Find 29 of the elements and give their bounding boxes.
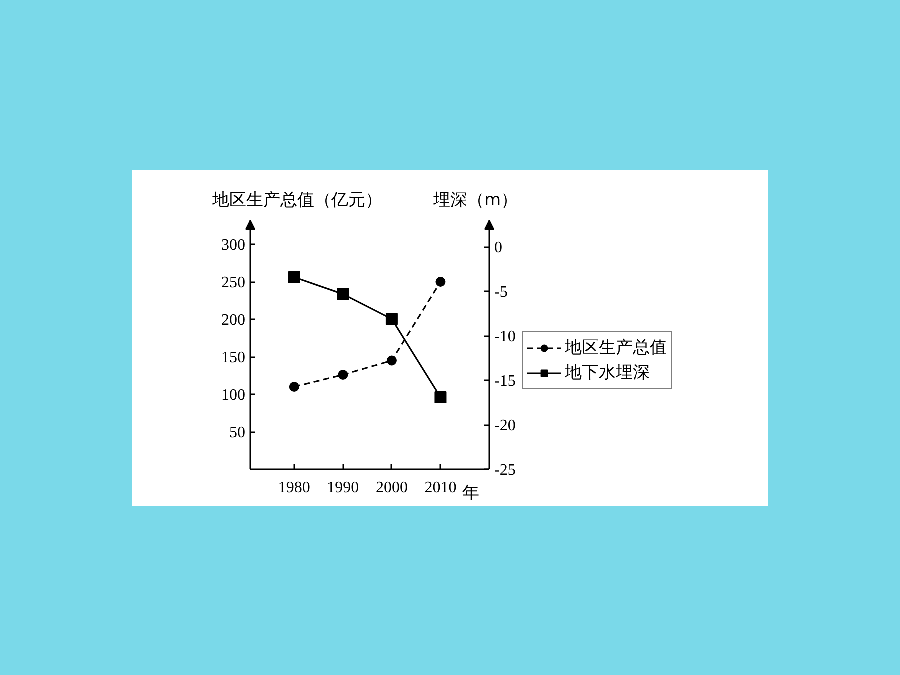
y2-tick-label: -5 [494,284,508,302]
legend-label: 地下水埋深 [565,362,650,384]
y-tick-label: 200 [222,312,246,329]
y2-axis-title: 埋深（m） [432,190,518,210]
legend-label: 地区生产总值 [565,337,667,359]
y2-tick-label: 0 [494,240,502,257]
point [289,382,300,392]
point [434,391,447,404]
x-tick-label: 2000 [376,480,408,496]
y-tick-label: 250 [222,274,246,292]
y-tick-label: 150 [222,350,246,366]
y2-tick-label: -10 [494,328,516,346]
y-tick-label: 50 [230,424,246,442]
point [338,370,348,380]
y-tick-label: 100 [222,387,246,404]
y2-tick-label: -20 [494,418,516,435]
point [436,277,446,287]
y2-tick-label: -15 [494,373,516,390]
x-tick-label: 1980 [278,480,310,496]
point [337,288,350,300]
point [386,356,397,366]
y-tick-label: 300 [222,237,246,254]
x-axis-title: 年 [462,484,480,504]
point [386,313,398,326]
point [288,271,300,284]
x-tick-label: 1990 [327,480,360,496]
x-tick-label: 2010 [424,480,457,496]
y-axis-title: 地区生产总值（亿元） [212,190,382,210]
y2-tick-label: -25 [494,462,516,479]
